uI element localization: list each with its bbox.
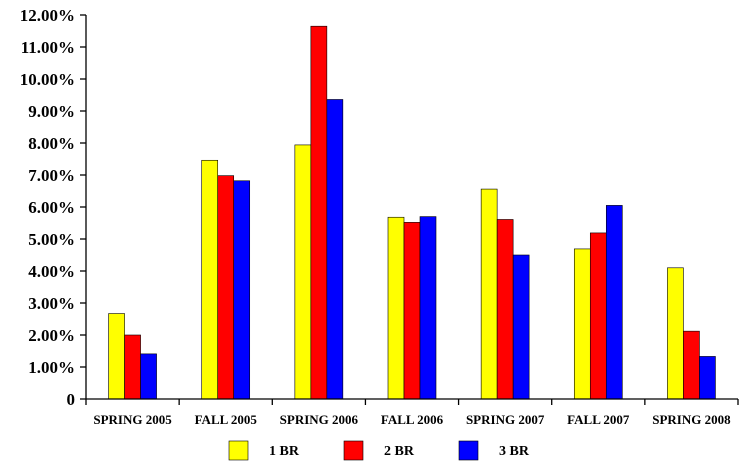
y-tick-label: 12.00% xyxy=(20,6,75,25)
x-tick-label: FALL 2005 xyxy=(195,412,258,427)
y-tick-label: 4.00% xyxy=(28,262,75,281)
bar-3-br-spring-2007 xyxy=(512,254,530,400)
legend-label-1-br: 1 BR xyxy=(269,444,300,459)
legend-label-2-br: 2 BR xyxy=(384,444,415,459)
bar-1-br-spring-2005 xyxy=(108,313,125,400)
x-tick-label: SPRING 2006 xyxy=(280,412,359,427)
y-tick-label: 0 xyxy=(67,390,76,409)
y-tick-label: 2.00% xyxy=(28,326,75,345)
bar-3-br-fall-2006 xyxy=(419,216,437,400)
bar-1-br-fall-2005 xyxy=(201,159,219,400)
x-tick-label: SPRING 2007 xyxy=(466,412,545,427)
bar-3-br-fall-2007 xyxy=(605,205,623,400)
legend-swatch-2-br xyxy=(343,440,364,461)
y-tick-label: 3.00% xyxy=(28,294,75,313)
legend-label-3-br: 3 BR xyxy=(499,444,530,459)
x-tick-label: SPRING 2008 xyxy=(652,412,731,427)
y-tick-label: 11.00% xyxy=(21,38,75,57)
bar-2-br-spring-2006 xyxy=(310,25,328,400)
bar-1-br-spring-2007 xyxy=(480,188,498,400)
y-tick-label: 5.00% xyxy=(28,230,75,249)
bar-1-br-spring-2006 xyxy=(294,144,312,400)
bar-2-br-spring-2007 xyxy=(496,219,514,400)
bar-2-br-fall-2006 xyxy=(403,222,421,400)
y-tick-label: 9.00% xyxy=(28,102,75,121)
legend: 1 BR 2 BR 3 BR xyxy=(228,440,530,461)
axes-layer: 0 1.00% 2.00% 3.00% 4.00% 5.00% 6.00% 7.00% 8.00… xyxy=(20,6,739,427)
bar-1-br-spring-2008 xyxy=(667,267,684,400)
x-tick-label: SPRING 2005 xyxy=(93,412,172,427)
y-tick-label: 7.00% xyxy=(28,166,75,185)
bar-3-br-spring-2006 xyxy=(326,99,344,400)
bar-3-br-spring-2008 xyxy=(699,356,716,400)
bar-2-br-fall-2007 xyxy=(589,232,607,400)
bar-2-br-spring-2005 xyxy=(124,334,141,400)
bars-layer xyxy=(108,25,716,400)
y-tick-label: 1.00% xyxy=(28,358,75,377)
bar-3-br-spring-2005 xyxy=(140,353,157,400)
bar-1-br-fall-2006 xyxy=(387,216,405,400)
legend-swatch-1-br xyxy=(228,440,249,461)
y-tick-label: 10.00% xyxy=(20,70,75,89)
x-tick-label: FALL 2006 xyxy=(381,412,444,427)
bar-2-br-spring-2008 xyxy=(683,330,700,400)
legend-swatch-3-br xyxy=(458,440,479,461)
y-tick-label: 8.00% xyxy=(28,134,75,153)
bar-3-br-fall-2005 xyxy=(233,180,251,400)
bar-2-br-fall-2005 xyxy=(217,175,235,400)
bar-1-br-fall-2007 xyxy=(573,248,591,400)
y-tick-label: 6.00% xyxy=(28,198,75,217)
x-tick-label: FALL 2007 xyxy=(567,412,630,427)
